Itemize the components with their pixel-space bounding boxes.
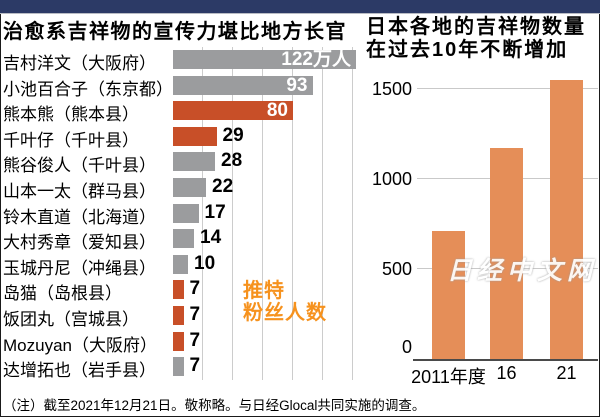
left-chart-row: 千叶仔（千叶县） 29 <box>3 124 359 150</box>
gridline <box>417 88 598 89</box>
bar-governor: 93 <box>173 74 313 96</box>
left-chart-row: 山本一太（群马县） 22 <box>3 175 359 201</box>
bar-value-label: 17 <box>204 201 226 223</box>
bar-value-label: 7 <box>189 355 201 377</box>
left-chart-row: 熊谷俊人（千叶县） 28 <box>3 149 359 175</box>
bar-mascot-count <box>550 80 583 359</box>
footer-note: （注）截至2021年12月21日。敬称略。与日经Glocal共同实施的调查。 <box>3 398 426 413</box>
left-chart-row: 吉村洋文（大阪府） 122万人 <box>3 47 359 73</box>
bar-value-label: 93 <box>286 74 308 96</box>
bar-category-label: 山本一太（群马县） <box>3 181 156 201</box>
x-axis-tick-label: 2011年度 <box>411 367 486 387</box>
bar-governor <box>173 357 184 377</box>
right-bar-chart: 0 500 1000 1500 2011年度 16 21 <box>372 75 598 387</box>
left-chart-row: 玉城丹尼（冲绳县） 10 <box>3 252 359 278</box>
x-axis-tick-label: 16 <box>496 363 517 383</box>
right-chart-title: 日本各地的吉祥物数量 在过去10年不断增加 <box>366 16 586 62</box>
bar-governor <box>173 254 188 274</box>
bar-category-label: 玉城丹尼（冲绳县） <box>3 258 156 278</box>
bar-category-label: 达增拓也（岩手县） <box>3 361 156 381</box>
bar-mascot: 80 <box>173 100 293 122</box>
bar-category-label: 吉村洋文（大阪府） <box>3 54 156 73</box>
x-axis-tick-label: 21 <box>556 363 577 383</box>
bar-category-label: 千叶仔（千叶县） <box>3 130 139 150</box>
twitter-followers-annotation: 推特 粉丝人数 <box>243 280 327 324</box>
bar-value-label: 10 <box>194 252 216 274</box>
bar-value-label: 29 <box>222 124 244 146</box>
bar-governor <box>173 177 206 197</box>
y-axis-tick-label: 500 <box>381 259 412 279</box>
bar-governor <box>173 152 215 172</box>
left-chart-row: 熊本熊（熊本县） 80 <box>3 98 359 124</box>
bar-category-label: 铃木直道（北海道） <box>3 207 156 227</box>
bar-value-label: 7 <box>189 278 201 300</box>
right-title-line-1: 日本各地的吉祥物数量 <box>366 16 586 38</box>
site-watermark: 日经中文网 <box>447 257 598 285</box>
bar-category-label: 熊本熊（熊本县） <box>3 105 139 125</box>
bar-category-label: 小池百合子（东京都） <box>3 79 173 99</box>
bar-mascot <box>173 280 184 300</box>
annotation-line-2: 粉丝人数 <box>243 302 327 324</box>
bar-value-label: 28 <box>221 150 243 172</box>
bar-value-label: 80 <box>266 100 288 122</box>
bar-category-label: 岛猫（岛根县） <box>3 284 122 304</box>
bar-mascot-count <box>490 148 523 359</box>
left-chart-row: 岛猫（岛根县） 7 <box>3 277 359 303</box>
y-axis-tick-label: 1500 <box>371 79 412 99</box>
bar-mascot <box>173 305 184 325</box>
bar-value-label: 122万人 <box>281 49 351 70</box>
bar-value-label: 7 <box>189 303 201 325</box>
left-chart-row: 大村秀章（爱知县） 14 <box>3 226 359 252</box>
bar-value-label: 14 <box>200 227 222 249</box>
left-chart-row: 达增拓也（岩手县） 7 <box>3 354 359 380</box>
bar-mascot <box>173 126 217 146</box>
bar-mascot <box>173 331 184 351</box>
bar-governor <box>173 229 194 249</box>
left-chart-title: 治愈系吉祥物的宣传力堪比地方长官 <box>3 21 347 43</box>
bar-value-label: 22 <box>212 175 234 197</box>
bar-category-label: 饭团丸（宫城县） <box>3 309 139 329</box>
left-chart-row: 饭团丸（宫城县） 7 <box>3 303 359 329</box>
bar-mascot-count <box>432 231 465 359</box>
bar-value-label: 7 <box>189 329 201 351</box>
bar-category-label: Mozuyan（大阪府） <box>3 335 157 355</box>
x-axis-line <box>413 359 598 361</box>
bar-category-label: 熊谷俊人（千叶县） <box>3 156 156 176</box>
left-chart-row: 小池百合子（东京都） 93 <box>3 73 359 99</box>
annotation-line-1: 推特 <box>243 280 285 302</box>
left-bar-chart: 吉村洋文（大阪府） 122万人 小池百合子（东京都） 93 熊本熊（熊本县） 80 千叶仔（… <box>3 47 359 380</box>
y-axis-tick-label: 1000 <box>371 169 412 189</box>
left-chart-row: Mozuyan（大阪府） 7 <box>3 329 359 355</box>
bar-governor <box>173 203 199 223</box>
y-axis-tick-label: 0 <box>401 337 412 357</box>
left-chart-row: 铃木直道（北海道） 17 <box>3 201 359 227</box>
right-title-line-2: 在过去10年不断增加 <box>366 39 569 61</box>
bar-governor: 122万人 <box>173 50 356 69</box>
bar-category-label: 大村秀章（爱知县） <box>3 233 156 253</box>
header-bar <box>0 0 600 14</box>
